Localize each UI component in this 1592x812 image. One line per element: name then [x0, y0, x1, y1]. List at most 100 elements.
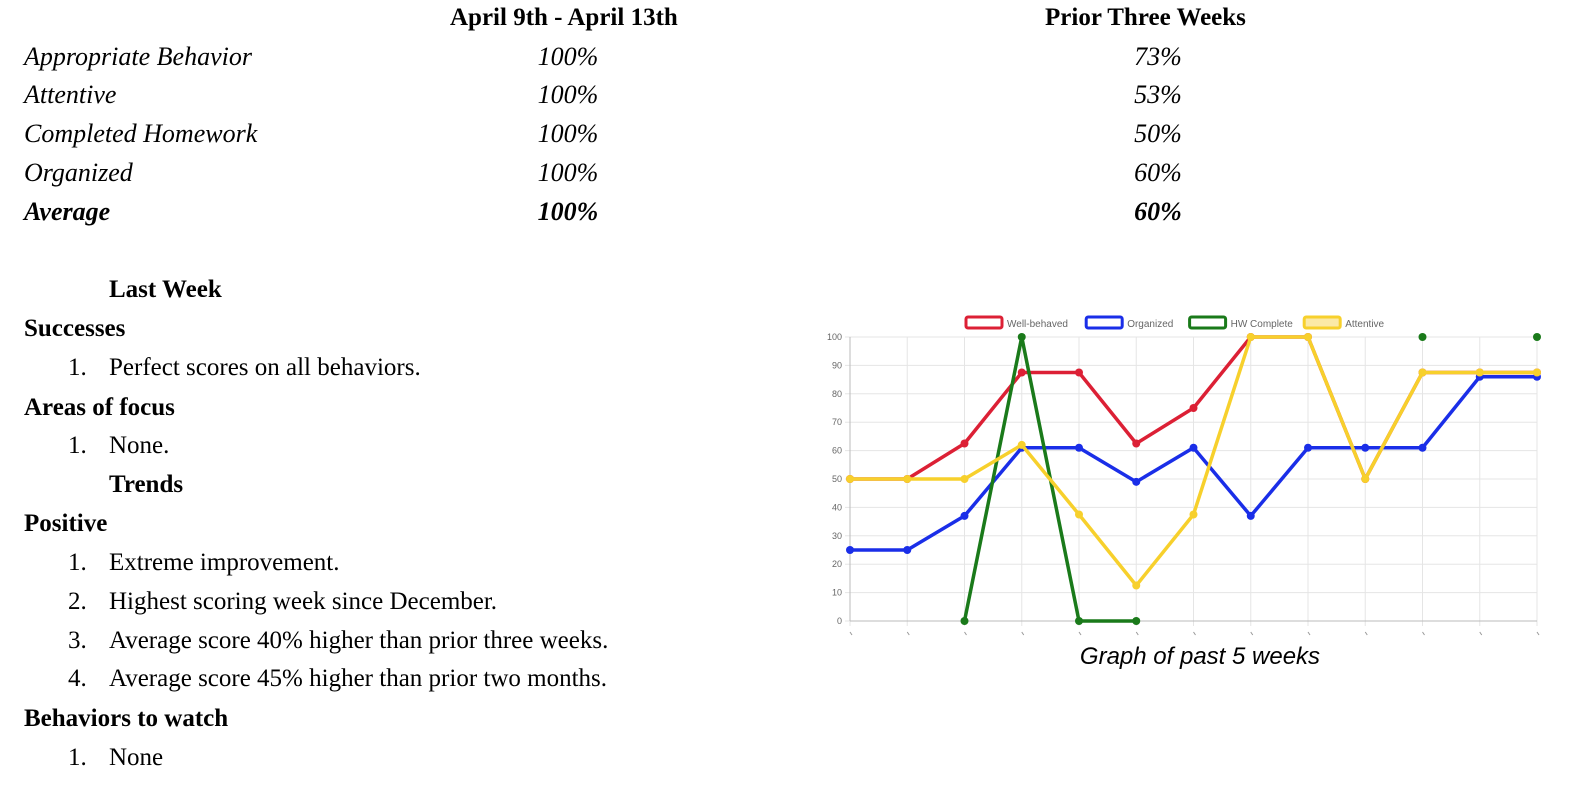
data-point	[960, 617, 969, 625]
data-point	[960, 475, 969, 483]
x-tick-mark	[1250, 631, 1254, 636]
x-tick-mark	[1422, 631, 1425, 636]
x-tick-mark	[1307, 631, 1311, 636]
legend-swatch	[1188, 315, 1228, 330]
y-tick-label: 0	[837, 616, 842, 626]
x-tick-mark	[1364, 631, 1368, 636]
data-point	[1189, 443, 1198, 452]
legend-label: HW Complete	[1231, 319, 1294, 330]
x-tick-mark	[1078, 631, 1082, 636]
x-tick-mark	[849, 631, 853, 636]
legend-swatch	[1084, 315, 1124, 330]
list-item-text: Highest scoring week since December.	[109, 588, 498, 615]
data-point	[1189, 404, 1198, 412]
data-point	[1017, 333, 1026, 341]
data-point	[903, 546, 912, 554]
list-item: 3. Average score 40% higher than prior th…	[68, 627, 609, 654]
data-point	[846, 475, 854, 483]
row-current-value: 100%	[537, 42, 599, 71]
list-item: 1. None.	[68, 432, 170, 459]
y-tick-label: 60	[832, 446, 842, 456]
average-prior-value: 60%	[1134, 197, 1182, 226]
data-point	[1304, 333, 1312, 341]
y-tick-label: 90	[832, 360, 842, 370]
data-point	[1304, 443, 1312, 452]
y-tick-label: 10	[832, 588, 842, 598]
y-tick-label: 100	[827, 332, 842, 342]
data-point	[960, 511, 969, 520]
data-point	[1418, 368, 1427, 377]
average-current-value: 100%	[537, 197, 599, 226]
row-label: Attentive	[24, 80, 117, 109]
areas-of-focus-heading: Areas of focus	[24, 394, 175, 421]
data-point	[1533, 368, 1541, 377]
last-week-heading: Last Week	[109, 276, 222, 303]
data-point	[1017, 368, 1026, 377]
list-item-text: Average score 45% higher than prior two …	[109, 665, 608, 692]
list-item: 4. Average score 45% higher than prior tw…	[68, 665, 608, 692]
legend-swatch	[1302, 315, 1342, 330]
x-tick-mark	[906, 631, 910, 636]
x-tick-mark	[1479, 631, 1483, 636]
legend-label: Organized	[1127, 319, 1173, 330]
y-tick-label: 70	[832, 417, 842, 427]
data-point	[1475, 368, 1484, 377]
list-item-text: Extreme improvement.	[109, 549, 340, 576]
col-header-prior-weeks: Prior Three Weeks	[1045, 4, 1246, 31]
behaviors-to-watch-heading: Behaviors to watch	[24, 705, 229, 732]
legend-label: Attentive	[1345, 319, 1384, 330]
data-point	[1132, 581, 1141, 590]
line-chart: 0 10 20 30 40 50 60 70 80 90 100 Well-behaved Organi…	[827, 315, 1541, 636]
list-item: 1. Perfect scores on all behaviors.	[68, 354, 421, 381]
data-point	[1418, 443, 1427, 452]
list-item: 1. None	[68, 744, 164, 771]
data-point	[1361, 475, 1370, 483]
list-item-text: None.	[109, 432, 170, 459]
col-header-current-week: April 9th - April 13th	[450, 4, 678, 31]
row-current-value: 100%	[537, 80, 599, 109]
data-point	[960, 439, 969, 448]
row-label: Appropriate Behavior	[24, 42, 252, 71]
positive-heading: Positive	[24, 510, 108, 537]
data-point	[1017, 440, 1026, 449]
list-item: 2. Highest scoring week since December.	[68, 588, 498, 615]
row-label: Organized	[24, 158, 133, 187]
row-prior-value: 60%	[1134, 158, 1182, 187]
data-point	[1189, 510, 1198, 519]
x-tick-mark	[1135, 631, 1139, 636]
legend-label: Well-behaved	[1007, 319, 1068, 330]
row-prior-value: 73%	[1134, 42, 1182, 71]
list-item-text: Perfect scores on all behaviors.	[109, 354, 421, 381]
list-item: 1. Extreme improvement.	[68, 549, 340, 576]
x-tick-mark	[1021, 631, 1025, 636]
data-point	[1361, 443, 1370, 452]
data-point	[1132, 477, 1141, 486]
x-tick-mark	[964, 631, 967, 636]
successes-heading: Successes	[24, 315, 126, 342]
row-prior-value: 50%	[1134, 119, 1182, 148]
row-label: Completed Homework	[24, 119, 258, 148]
data-point	[1075, 617, 1083, 625]
data-point	[903, 475, 912, 483]
row-current-value: 100%	[537, 119, 599, 148]
x-tick-mark	[1193, 631, 1196, 636]
data-point	[1246, 511, 1255, 520]
average-label: Average	[24, 197, 111, 226]
list-item-text: Average score 40% higher than prior thre…	[109, 627, 609, 654]
x-tick-mark	[1536, 631, 1540, 636]
data-point	[1075, 510, 1083, 519]
legend-swatch	[964, 315, 1004, 330]
chart-caption: Graph of past 5 weeks	[1079, 643, 1321, 670]
row-prior-value: 53%	[1134, 80, 1182, 109]
data-point	[1075, 368, 1083, 377]
data-point	[1418, 333, 1427, 341]
y-tick-label: 30	[832, 531, 842, 541]
data-point	[1132, 617, 1141, 625]
data-point	[846, 546, 854, 554]
trends-heading: Trends	[109, 471, 184, 498]
y-tick-label: 80	[832, 389, 842, 399]
y-tick-label: 50	[832, 474, 842, 484]
data-point	[1246, 333, 1255, 341]
y-tick-label: 20	[832, 559, 842, 569]
y-tick-label: 40	[832, 502, 842, 512]
